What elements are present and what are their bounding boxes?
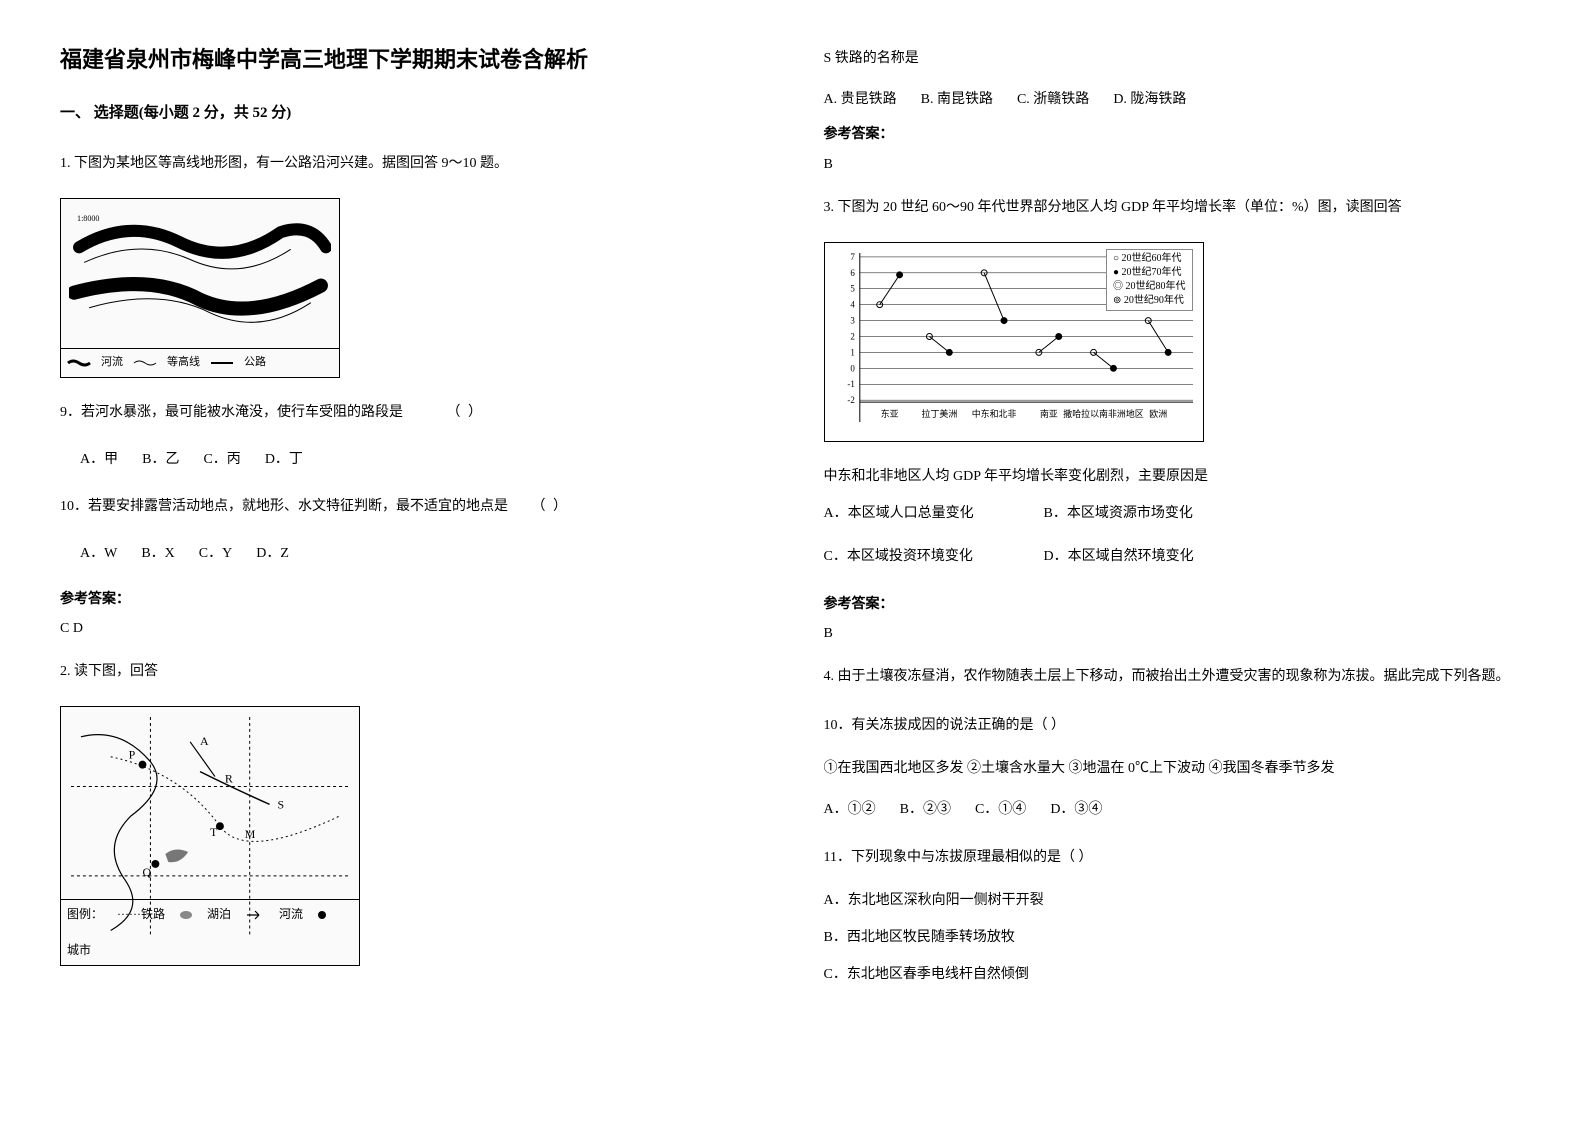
q1-sub9-text: 9．若河水暴涨，最可能被水淹没，使行车受阻的路段是 bbox=[60, 405, 403, 420]
svg-text:S: S bbox=[278, 797, 285, 811]
q4-sub10-line1: ①在我国西北地区多发 ②土壤含水量大 ③地温在 0℃上下波动 ④我国冬春季节多发 bbox=[824, 756, 1528, 781]
q3-opt-a: A．本区域人口总量变化 bbox=[824, 501, 1004, 526]
q4-sub11-opt-a: A．东北地区深秋向阳一侧树干开裂 bbox=[824, 888, 1528, 913]
q3-opt-c: C．本区域投资环境变化 bbox=[824, 544, 1004, 569]
q2-opt-d: D. 陇海铁路 bbox=[1113, 87, 1186, 112]
q2-subq: S 铁路的名称是 bbox=[824, 46, 1528, 71]
contour-icon bbox=[133, 358, 157, 368]
q1-sub10-opt-b: B．X bbox=[141, 541, 174, 566]
svg-text:5: 5 bbox=[850, 284, 855, 294]
svg-text:1: 1 bbox=[850, 347, 854, 357]
q1-sub9-opt-c: C．丙 bbox=[203, 447, 240, 472]
q3-opt-d: D．本区域自然环境变化 bbox=[1044, 544, 1224, 569]
svg-text:7: 7 bbox=[850, 252, 855, 262]
q4-sub10-options: A．①② B．②③ C．①④ D．③④ bbox=[824, 797, 1528, 822]
left-column: 福建省泉州市梅峰中学高三地理下学期期末试卷含解析 一、 选择题(每小题 2 分，… bbox=[60, 40, 764, 993]
q1-sub10: 10．若要安排露营活动地点，就地形、水文特征判断，最不适宜的地点是 （ ） bbox=[60, 494, 764, 519]
q4-sub10-text: 10．有关冻拔成因的说法正确的是（ ） bbox=[824, 713, 1528, 738]
svg-text:1:8000: 1:8000 bbox=[77, 214, 99, 223]
q3-chart: 7 6 5 4 3 2 1 0 -1 -2 bbox=[824, 242, 1204, 442]
q1-sub9-paren: （ ） bbox=[447, 405, 485, 420]
svg-text:P: P bbox=[129, 748, 136, 762]
q2-options: A. 贵昆铁路 B. 南昆铁路 C. 浙赣铁路 D. 陇海铁路 bbox=[824, 87, 1528, 112]
q4-sub10-opt-a: A．①② bbox=[824, 797, 876, 822]
q4-sub10-opt-c: C．①④ bbox=[975, 797, 1026, 822]
svg-text:-2: -2 bbox=[847, 395, 854, 405]
q2-opt-a: A. 贵昆铁路 bbox=[824, 87, 897, 112]
legend-80s: ◎ 20世纪80年代 bbox=[1113, 280, 1186, 294]
q2-figure: 102° 104° 26° 24° P A R S T M Q bbox=[60, 706, 360, 966]
q2-answer-label: 参考答案： bbox=[824, 122, 1528, 147]
svg-text:欧洲: 欧洲 bbox=[1149, 408, 1167, 419]
svg-text:-1: -1 bbox=[847, 379, 854, 389]
q1-stem: 1. 下图为某地区等高线地形图，有一公路沿河兴建。据图回答 9～10 题。 bbox=[60, 151, 764, 176]
svg-text:撒哈拉以南非洲地区: 撒哈拉以南非洲地区 bbox=[1063, 408, 1144, 419]
q3-options: A．本区域人口总量变化 B．本区域资源市场变化 C．本区域投资环境变化 D．本区… bbox=[824, 495, 1528, 581]
svg-text:2: 2 bbox=[850, 331, 854, 341]
legend-road: 公路 bbox=[244, 353, 266, 373]
q4-sub11-opt-c: C．东北地区春季电线杆自然倾倒 bbox=[824, 962, 1528, 987]
q1-answer-value: C D bbox=[60, 616, 764, 641]
svg-text:Q: Q bbox=[142, 865, 151, 879]
q1-answer-label: 参考答案： bbox=[60, 587, 764, 612]
q4-sub11-text: 11．下列现象中与冻拔原理最相似的是（ ） bbox=[824, 845, 1528, 870]
svg-text:东亚: 东亚 bbox=[880, 408, 898, 419]
q2-stem: 2. 读下图，回答 bbox=[60, 659, 764, 684]
q1-sub10-text: 10．若要安排露营活动地点，就地形、水文特征判断，最不适宜的地点是 bbox=[60, 499, 508, 514]
q1-sub10-opt-d: D．Z bbox=[256, 541, 289, 566]
railway-map-icon: 102° 104° 26° 24° P A R S T M Q bbox=[71, 717, 349, 935]
contour-map-icon: 1:8000 bbox=[69, 207, 331, 348]
q1-sub9-opt-d: D．丁 bbox=[265, 447, 303, 472]
svg-text:3: 3 bbox=[850, 316, 855, 326]
q4-sub10-opt-d: D．③④ bbox=[1050, 797, 1102, 822]
right-column: S 铁路的名称是 A. 贵昆铁路 B. 南昆铁路 C. 浙赣铁路 D. 陇海铁路… bbox=[824, 40, 1528, 993]
q2-answer-value: B bbox=[824, 152, 1528, 177]
legend-70s: ● 20世纪70年代 bbox=[1113, 266, 1186, 280]
q3-opt-b: B．本区域资源市场变化 bbox=[1044, 501, 1224, 526]
svg-text:4: 4 bbox=[850, 300, 855, 310]
q1-sub10-paren: （ ） bbox=[532, 499, 570, 514]
q3-subq: 中东和北非地区人均 GDP 年平均增长率变化剧烈，主要原因是 bbox=[824, 464, 1528, 489]
q2-opt-c: C. 浙赣铁路 bbox=[1017, 87, 1089, 112]
svg-text:A: A bbox=[200, 734, 209, 748]
legend-90s: ⊚ 20世纪90年代 bbox=[1113, 294, 1186, 308]
q1-figure-legend: 河流 等高线 公路 bbox=[61, 348, 339, 377]
document-title: 福建省泉州市梅峰中学高三地理下学期期末试卷含解析 bbox=[60, 40, 764, 80]
svg-text:M: M bbox=[245, 827, 256, 841]
svg-text:0: 0 bbox=[850, 363, 855, 373]
q1-sub9-opt-a: A．甲 bbox=[80, 447, 118, 472]
svg-text:中东和北非: 中东和北非 bbox=[971, 408, 1016, 419]
q3-answer-label: 参考答案： bbox=[824, 592, 1528, 617]
svg-text:6: 6 bbox=[850, 268, 855, 278]
q1-sub9-options: A．甲 B．乙 C．丙 D．丁 bbox=[80, 447, 764, 472]
legend-contour: 等高线 bbox=[167, 353, 200, 373]
q1-sub10-options: A．W B．X C．Y D．Z bbox=[80, 541, 764, 566]
q4-stem: 4. 由于土壤夜冻昼消，农作物随表土层上下移动，而被抬出土外遭受灾害的现象称为冻… bbox=[824, 664, 1528, 689]
river-icon bbox=[67, 358, 91, 368]
svg-text:南亚: 南亚 bbox=[1039, 408, 1057, 419]
legend-60s: ○ 20世纪60年代 bbox=[1113, 252, 1186, 266]
q1-sub9: 9．若河水暴涨，最可能被水淹没，使行车受阻的路段是 （ ） bbox=[60, 400, 764, 425]
svg-text:R: R bbox=[225, 772, 233, 786]
legend-river: 河流 bbox=[101, 353, 123, 373]
svg-text:拉丁美洲: 拉丁美洲 bbox=[921, 408, 957, 419]
road-icon bbox=[210, 358, 234, 368]
q2-opt-b: B. 南昆铁路 bbox=[921, 87, 993, 112]
section-heading: 一、 选择题(每小题 2 分，共 52 分) bbox=[60, 100, 764, 127]
q1-sub10-opt-c: C．Y bbox=[199, 541, 232, 566]
q4-sub10-opt-b: B．②③ bbox=[900, 797, 951, 822]
svg-text:T: T bbox=[210, 825, 218, 839]
chart-legend: ○ 20世纪60年代 ● 20世纪70年代 ◎ 20世纪80年代 ⊚ 20世纪9… bbox=[1106, 249, 1193, 311]
q3-answer-value: B bbox=[824, 621, 1528, 646]
q1-sub10-opt-a: A．W bbox=[80, 541, 117, 566]
legend-city: 城市 bbox=[67, 940, 91, 962]
q3-stem: 3. 下图为 20 世纪 60～90 年代世界部分地区人均 GDP 年平均增长率… bbox=[824, 195, 1528, 220]
q1-figure: 1:8000 河流 等高线 公路 bbox=[60, 198, 340, 378]
q4-sub11-opt-b: B．西北地区牧民随季转场放牧 bbox=[824, 925, 1528, 950]
q1-sub9-opt-b: B．乙 bbox=[142, 447, 179, 472]
